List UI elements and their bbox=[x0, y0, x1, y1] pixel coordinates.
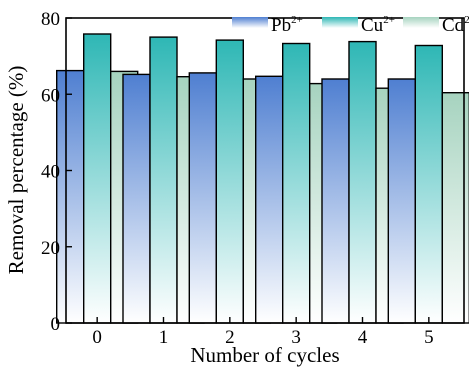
y-tick-label: 20 bbox=[41, 238, 60, 259]
x-axis-title: Number of cycles bbox=[190, 343, 339, 367]
bar-pb-cycle-5 bbox=[387, 78, 416, 324]
y-axis-title: Removal percentage (%) bbox=[4, 66, 28, 275]
y-tick-label: 60 bbox=[41, 85, 60, 106]
legend-label-cd: Cd2+ bbox=[442, 14, 469, 36]
bar-cu-cycle-2 bbox=[215, 39, 245, 324]
bar-cu-cycle-1 bbox=[149, 36, 178, 324]
bars-group bbox=[56, 33, 469, 324]
x-tick-label: 0 bbox=[92, 327, 102, 348]
bar-pb-cycle-1 bbox=[122, 73, 151, 324]
legend-label-pb: Pb2+ bbox=[271, 14, 303, 36]
y-tick-label: 40 bbox=[41, 162, 60, 183]
bar-cd-cycle-5 bbox=[441, 91, 469, 324]
x-tick-label: 2 bbox=[225, 327, 235, 348]
bar-pb-cycle-4 bbox=[321, 78, 350, 324]
x-axis: 0 1 2 3 4 5 bbox=[92, 317, 434, 348]
bar-pb-cycle-2 bbox=[188, 72, 218, 324]
bar-pb-cycle-0 bbox=[56, 69, 85, 324]
legend-label-cu: Cu2+ bbox=[361, 14, 395, 36]
bar-cu-cycle-3 bbox=[282, 42, 311, 324]
y-tick-label: 0 bbox=[51, 314, 61, 335]
x-tick-label: 5 bbox=[424, 327, 434, 348]
bar-cu-cycle-0 bbox=[82, 33, 112, 324]
x-tick-label: 4 bbox=[358, 327, 368, 348]
legend-swatch-pb bbox=[232, 17, 268, 28]
x-tick-label: 3 bbox=[291, 327, 301, 348]
legend: Pb2+ Cu2+ Cd2+ bbox=[232, 14, 469, 36]
y-tick-label: 80 bbox=[41, 9, 60, 30]
bar-cu-cycle-5 bbox=[414, 44, 443, 324]
legend-swatch-cd bbox=[403, 17, 439, 28]
bar-cu-cycle-4 bbox=[348, 40, 377, 324]
bar-pb-cycle-3 bbox=[254, 75, 284, 324]
x-tick-label: 1 bbox=[159, 327, 169, 348]
legend-swatch-cu bbox=[322, 17, 358, 28]
y-axis: 0 20 40 60 80 bbox=[41, 9, 72, 335]
